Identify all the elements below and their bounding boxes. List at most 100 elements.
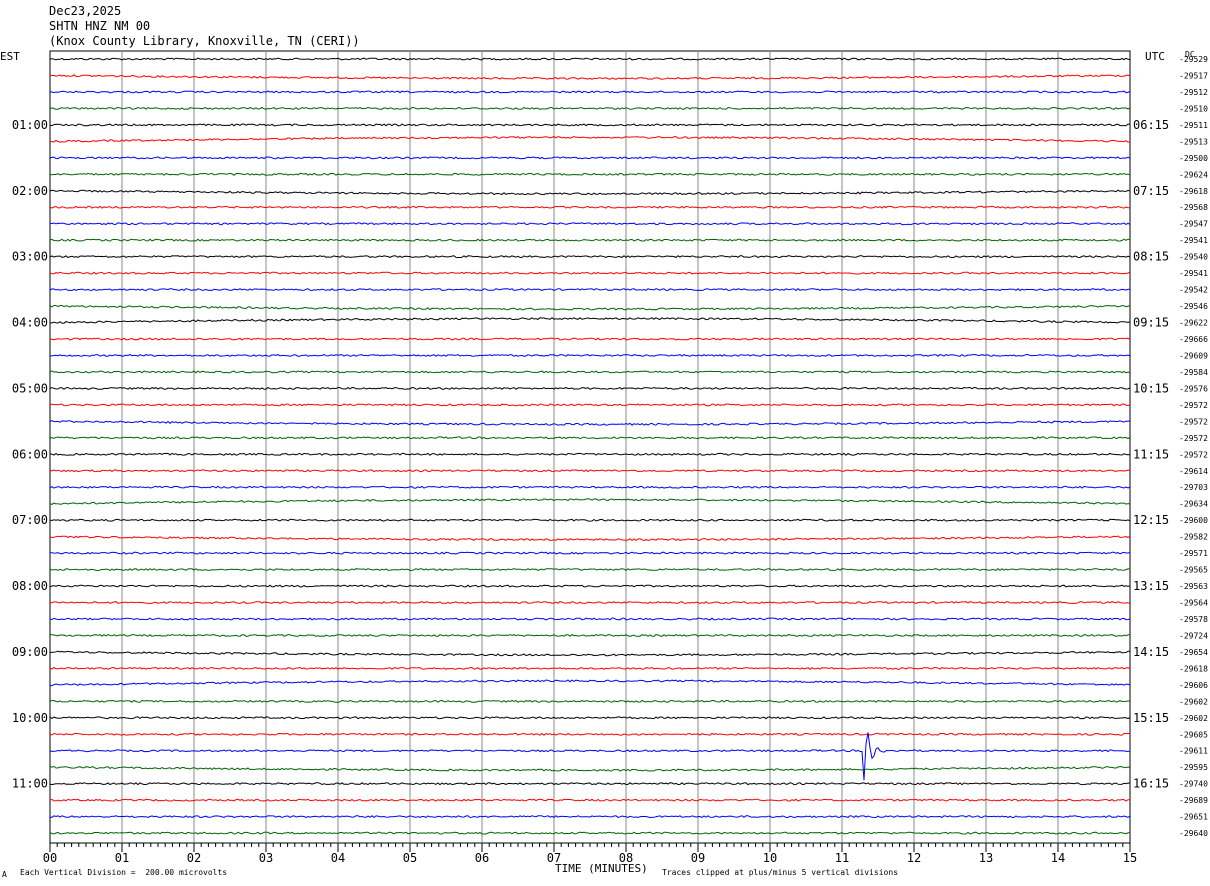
dc-offset-label: -29582 (1179, 533, 1208, 542)
dc-offset-label: -29640 (1179, 829, 1208, 838)
dc-offset-label: -29546 (1179, 302, 1208, 311)
trace-line (49, 106, 1131, 110)
utc-hour-label: 09:15 (1133, 316, 1169, 330)
x-tick-label: 13 (979, 851, 993, 865)
dc-offset-label: -29517 (1179, 71, 1208, 80)
dc-offset-label: -29634 (1179, 500, 1208, 509)
dc-offset-label: -29654 (1179, 648, 1208, 657)
x-tick-label: 12 (907, 851, 921, 865)
trace-line (49, 469, 1131, 473)
dc-offset-label: -29602 (1179, 697, 1208, 706)
est-hour-label: 01:00 (12, 118, 48, 132)
x-tick-label: 09 (691, 851, 705, 865)
est-hour-label: 04:00 (12, 316, 48, 330)
utc-hour-label: 08:15 (1133, 250, 1169, 264)
left-timezone-label: EST (0, 50, 20, 63)
trace-line (49, 815, 1131, 819)
trace-line (49, 205, 1130, 209)
dc-offset-label: -29618 (1179, 664, 1208, 673)
utc-hour-label: 14:15 (1133, 645, 1169, 659)
dc-offset-label: -29540 (1179, 253, 1208, 262)
trace-line (49, 189, 1131, 196)
dc-offset-label: -29606 (1179, 681, 1208, 690)
vertical-division-note: Each Vertical Division = 200.00 microvol… (20, 868, 228, 877)
utc-hour-label: 15:15 (1133, 711, 1169, 725)
dc-offset-label: -29703 (1179, 483, 1208, 492)
trace-line (49, 798, 1131, 802)
trace-line (49, 485, 1131, 489)
est-hour-label: 02:00 (12, 184, 48, 198)
x-tick-label: 04 (331, 851, 345, 865)
trace-line (49, 271, 1131, 275)
x-tick-label: 02 (187, 851, 201, 865)
utc-hour-label: 11:15 (1133, 447, 1169, 461)
dc-offset-label: -29622 (1179, 319, 1208, 328)
dc-offset-label: -29529 (1179, 55, 1208, 64)
trace-line (49, 403, 1131, 407)
x-tick-label: 08 (619, 851, 633, 865)
trace-line (49, 123, 1131, 127)
dc-offset-label: -29611 (1179, 747, 1208, 756)
utc-hour-label: 12:15 (1133, 513, 1169, 527)
dc-offset-label: -29541 (1179, 269, 1208, 278)
trace-line (49, 679, 1131, 687)
trace-line (49, 386, 1131, 390)
trace-line (49, 172, 1131, 176)
dc-offset-label: -29510 (1179, 104, 1208, 113)
header-location: (Knox County Library, Knoxville, TN (CER… (49, 34, 360, 48)
est-hour-label: 10:00 (12, 711, 48, 725)
dc-offset-label: -29513 (1179, 137, 1208, 146)
trace-line (49, 57, 1131, 61)
x-tick-label: 11 (835, 851, 849, 865)
trace-line (49, 699, 1130, 703)
trace-line (49, 304, 1131, 311)
trace-line (49, 90, 1131, 94)
trace-line (49, 551, 1131, 555)
header-date: Dec23,2025 (49, 4, 122, 18)
est-hour-label: 09:00 (12, 645, 48, 659)
trace-line (49, 600, 1131, 604)
trace-line (49, 353, 1131, 357)
trace-line (49, 255, 1131, 259)
dc-offset-label: -29563 (1179, 582, 1208, 591)
x-tick-label: 05 (403, 851, 417, 865)
dc-offset-label: -29568 (1179, 203, 1208, 212)
dc-offset-label: -29666 (1179, 335, 1208, 344)
trace-line (49, 370, 1131, 374)
clip-note: Traces clipped at plus/minus 5 vertical … (662, 868, 899, 877)
trace-line (49, 452, 1131, 456)
dc-offset-label: -29689 (1179, 796, 1208, 805)
utc-hour-label: 16:15 (1133, 777, 1169, 791)
dc-offset-label: -29724 (1179, 631, 1208, 640)
trace-line (49, 732, 1130, 736)
trace-line (49, 518, 1131, 522)
header-station: SHTN HNZ NM 00 (49, 19, 151, 33)
trace-line (49, 617, 1131, 621)
plot-frame (49, 50, 1131, 844)
dc-offset-label: -29609 (1179, 351, 1208, 360)
dc-offset-label: -29578 (1179, 615, 1208, 624)
dc-offset-label: -29740 (1179, 780, 1208, 789)
dc-offset-label: -29571 (1179, 549, 1208, 558)
x-tick-label: 07 (547, 851, 561, 865)
dc-offset-label: -29542 (1179, 286, 1208, 295)
dc-offset-label: -29576 (1179, 384, 1208, 393)
trace-line (49, 633, 1131, 637)
dc-offset-label: -29500 (1179, 154, 1208, 163)
dc-offset-label: -29602 (1179, 714, 1208, 723)
dc-offset-label: -29605 (1179, 730, 1208, 739)
trace-line (49, 831, 1130, 835)
dc-offset-label: -29595 (1179, 763, 1208, 772)
trace-line (49, 436, 1131, 440)
trace-line (49, 337, 1131, 341)
x-tick-label: 01 (115, 851, 129, 865)
est-hour-label: 03:00 (12, 250, 48, 264)
dc-offset-label: -29565 (1179, 566, 1208, 575)
dc-offset-label: -29541 (1179, 236, 1208, 245)
dc-offset-label: -29572 (1179, 450, 1208, 459)
trace-line (49, 765, 1131, 772)
dc-header-label: DC (1185, 50, 1195, 59)
x-tick-label: 10 (763, 851, 777, 865)
trace-line (49, 535, 1131, 542)
